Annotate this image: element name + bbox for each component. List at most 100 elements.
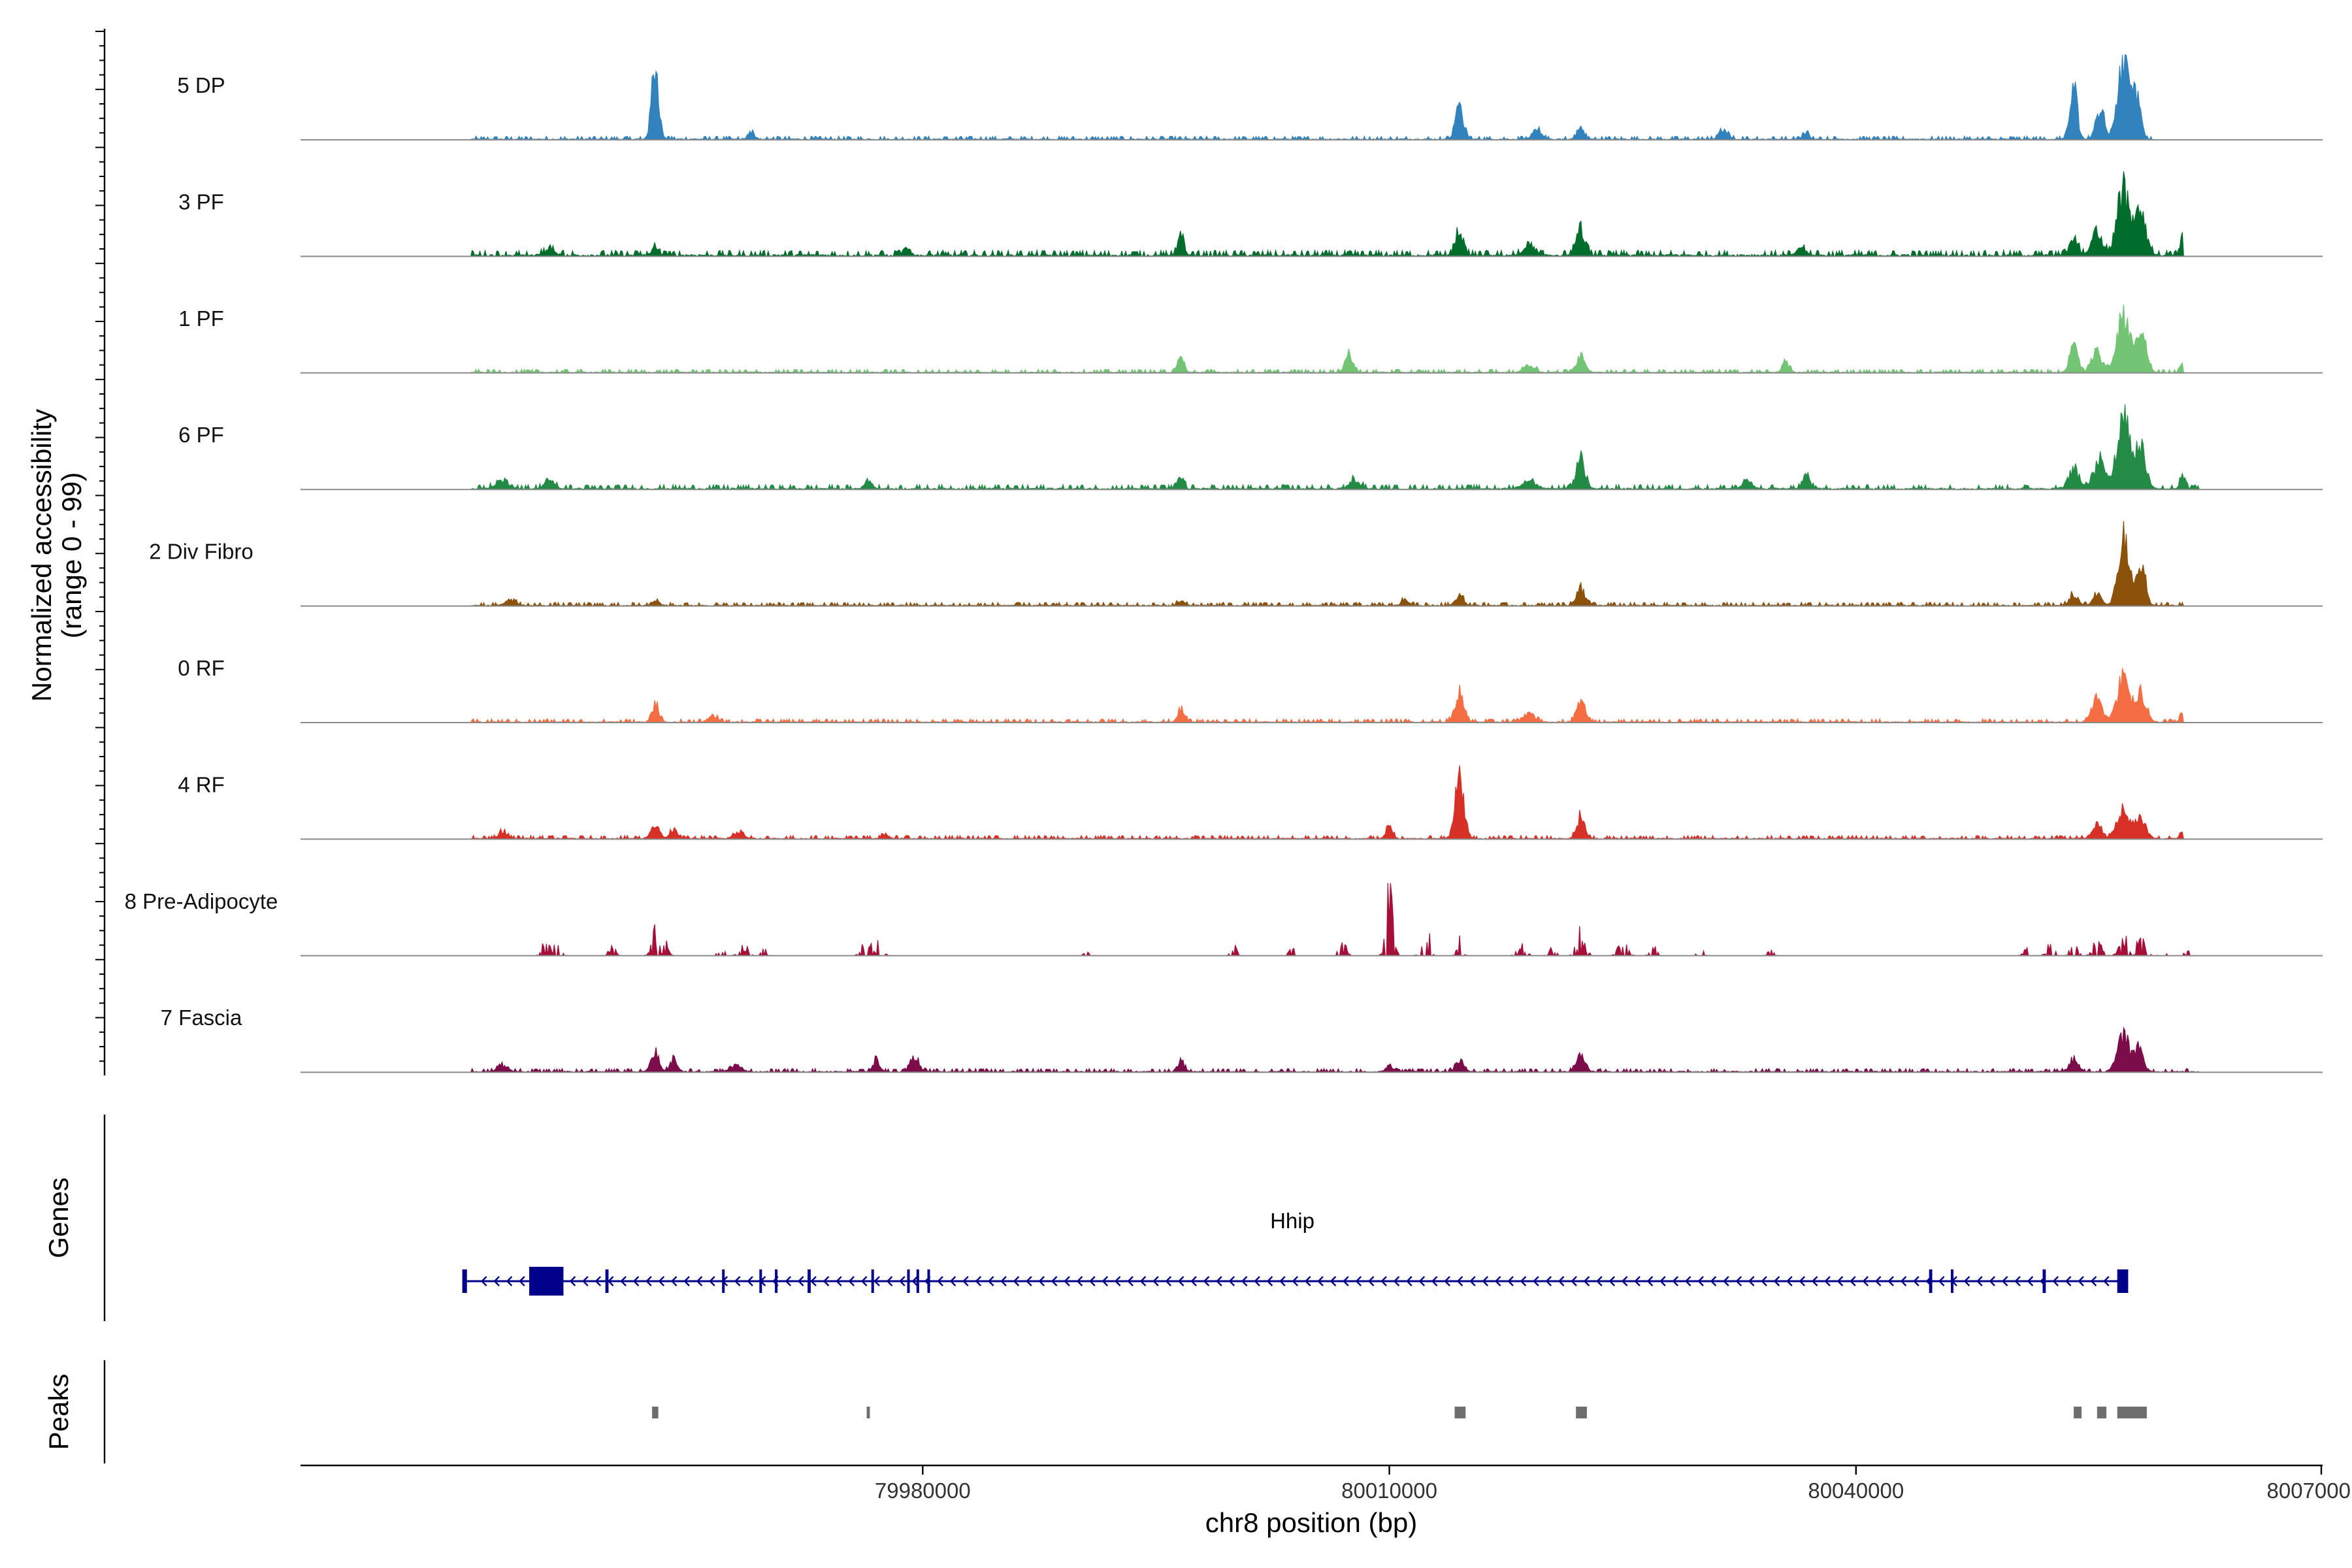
strand-arrow (1355, 1276, 1362, 1286)
strand-arrow (1393, 1276, 1400, 1286)
coverage-y-axis-subtitle: (range 0 - 99) (56, 472, 87, 638)
strand-arrow (2090, 1276, 2097, 1286)
strand-arrow (1139, 1276, 1147, 1286)
peak-region (2097, 1407, 2107, 1418)
strand-arrow (836, 1276, 842, 1286)
coverage-y-axis-title: Normalized accessibility (26, 409, 57, 702)
strand-arrow (810, 1276, 817, 1286)
coverage-area-5-dp (301, 54, 2322, 141)
coverage-area-4-rf (301, 765, 2322, 841)
strand-arrow (1190, 1276, 1197, 1286)
peak-region (2117, 1407, 2147, 1418)
strand-arrow (1900, 1276, 1907, 1286)
gene-exon (871, 1269, 874, 1293)
strand-arrow (1000, 1276, 1007, 1286)
strand-arrow (1304, 1276, 1311, 1286)
coverage-area-7-fascia (301, 1026, 2322, 1073)
strand-arrow (785, 1276, 792, 1286)
strand-arrow (1089, 1276, 1096, 1286)
strand-arrow (2027, 1276, 2034, 1286)
peak-region (2074, 1407, 2082, 1418)
strand-arrow (1748, 1276, 1755, 1286)
strand-arrow (987, 1276, 994, 1286)
strand-arrow (569, 1276, 576, 1286)
strand-arrow (1494, 1276, 1501, 1286)
x-tick-label: 8007000 (2267, 1478, 2351, 1503)
strand-arrow (1102, 1276, 1109, 1286)
strand-arrow (2103, 1276, 2110, 1286)
strand-arrow (1038, 1276, 1045, 1286)
gene-exon (1929, 1269, 1933, 1293)
strand-arrow (658, 1276, 665, 1286)
track-label-3-pf: 3 PF (178, 189, 224, 214)
strand-arrow (620, 1276, 627, 1286)
strand-arrow (1609, 1276, 1616, 1286)
strand-arrow (1735, 1276, 1742, 1286)
peak-region (1454, 1407, 1466, 1418)
gene-exon (759, 1269, 762, 1293)
strand-arrow (1761, 1276, 1767, 1286)
coverage-area-1-pf (301, 304, 2322, 374)
strand-arrow (949, 1276, 956, 1286)
strand-arrow (1938, 1276, 1945, 1286)
x-axis-ticks: 79980000 80010000 80040000 8007000 (875, 1465, 2351, 1503)
strand-arrow (683, 1276, 690, 1286)
strand-arrow (1963, 1276, 1970, 1286)
strand-arrow (1241, 1276, 1248, 1286)
track-3-pf (301, 171, 2323, 258)
strand-arrow (1165, 1276, 1172, 1286)
x-tick-label: 80010000 (1341, 1478, 1437, 1503)
track-4-rf (301, 765, 2323, 841)
coverage-area-2-div-fibro (301, 521, 2322, 608)
track-6-pf (301, 404, 2323, 491)
strand-arrow (1026, 1276, 1032, 1286)
track-label-2-div-fibro: 2 Div Fibro (149, 540, 253, 564)
track-8-pre-adipocyte (301, 883, 2323, 958)
gene-exon (1951, 1269, 1953, 1293)
strand-arrow (1152, 1276, 1159, 1286)
strand-arrow (1710, 1276, 1717, 1286)
strand-arrow (823, 1276, 830, 1286)
x-tick-label: 79980000 (875, 1478, 971, 1503)
strand-arrow (1684, 1276, 1691, 1286)
track-label-5-dp: 5 DP (177, 73, 225, 97)
coverage-area-0-rf (301, 668, 2322, 724)
strand-arrow (582, 1276, 589, 1286)
strand-arrow (962, 1276, 969, 1286)
strand-arrow (1507, 1276, 1514, 1286)
strand-arrow (1773, 1276, 1780, 1286)
coverage-y-ticks (95, 31, 105, 1062)
strand-arrow (2078, 1276, 2084, 1286)
strand-arrow (1799, 1276, 1806, 1286)
strand-arrow (2052, 1276, 2059, 1286)
track-label-8-pre-adipocyte: 8 Pre-Adipocyte (125, 889, 278, 913)
strand-arrow (670, 1276, 678, 1286)
strand-arrow (2001, 1276, 2008, 1286)
gene-exon (605, 1269, 609, 1293)
strand-arrow (493, 1276, 500, 1286)
strand-arrow (645, 1276, 652, 1286)
strand-arrow (1634, 1276, 1641, 1286)
strand-arrow (709, 1276, 715, 1286)
strand-arrow (1976, 1276, 1983, 1286)
strand-arrow (2014, 1276, 2021, 1286)
peak-region (866, 1407, 870, 1418)
strand-arrow (1646, 1276, 1654, 1286)
strand-arrow (1216, 1276, 1222, 1286)
gene-exon (2042, 1269, 2046, 1293)
strand-arrow (1469, 1276, 1476, 1286)
gene-exon (2117, 1269, 2129, 1293)
coverage-area-8-pre-adipocyte (301, 883, 2322, 958)
strand-arrow (1837, 1276, 1844, 1286)
gene-exon (722, 1269, 725, 1293)
strand-arrow (734, 1276, 741, 1286)
strand-arrow (1292, 1276, 1299, 1286)
track-label-1-pf: 1 PF (178, 306, 224, 331)
strand-arrow (1862, 1276, 1869, 1286)
strand-arrow (1874, 1276, 1882, 1286)
track-label-7-fascia: 7 Fascia (161, 1005, 242, 1030)
strand-arrow (747, 1276, 753, 1286)
gene-label-hhip: Hhip (1270, 1209, 1315, 1233)
strand-arrow (1583, 1276, 1590, 1286)
